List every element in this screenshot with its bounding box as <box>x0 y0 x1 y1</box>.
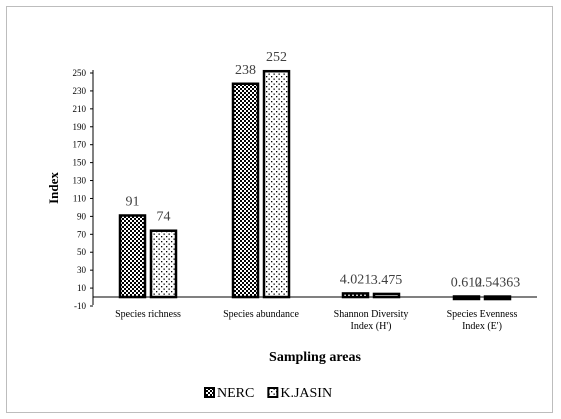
y-tick-label: 190 <box>73 122 87 132</box>
y-tick-label: 70 <box>77 229 87 239</box>
y-tick-label: 110 <box>73 193 87 203</box>
category-label: Index (H') <box>351 321 392 332</box>
y-axis-label: Index <box>46 172 61 204</box>
y-axis: -10 10 30 50 70 90 110 130 150 170 190 210 230 250 <box>73 68 94 311</box>
legend: NERC K.JASIN <box>204 386 332 401</box>
bar-k-jasin-1 <box>149 229 178 299</box>
data-label: 74 <box>157 210 171 225</box>
bar-nerc-3 <box>341 292 370 299</box>
data-label: 0.54363 <box>475 276 521 291</box>
category-label: Species abundance <box>223 309 299 320</box>
y-tick-label: 170 <box>73 140 87 150</box>
y-tick-label: 210 <box>73 104 87 114</box>
data-label: 238 <box>235 63 256 78</box>
category-label: Species richness <box>115 309 181 320</box>
legend-swatch-nerc <box>204 387 215 398</box>
bars <box>118 69 512 301</box>
y-tick-label: 50 <box>77 247 87 257</box>
data-label: 3.475 <box>371 273 403 288</box>
y-tick-label: 230 <box>73 86 87 96</box>
data-label: 252 <box>266 50 287 65</box>
data-label: 0.612 <box>451 275 483 290</box>
y-tick-label: 30 <box>77 265 87 275</box>
bar-k-jasin-3 <box>372 292 401 299</box>
bar-k-jasin-2 <box>262 69 291 299</box>
category-label: Species Evenness <box>447 309 518 320</box>
bar-nerc-4 <box>452 295 481 301</box>
category-label: Shannon Diversity <box>334 309 409 320</box>
bar-k-jasin-4 <box>483 295 512 301</box>
x-axis-label: Sampling areas <box>269 350 361 365</box>
legend-label-nerc: NERC <box>217 386 254 401</box>
bar-nerc-2 <box>231 82 260 299</box>
data-label: 91 <box>126 194 140 209</box>
y-tick-label: 150 <box>73 158 87 168</box>
y-tick-label: 250 <box>73 68 87 78</box>
y-tick-label: -10 <box>74 301 86 311</box>
y-tick-label: 90 <box>77 211 87 221</box>
y-tick-label: 10 <box>77 283 87 293</box>
y-tick-label: 130 <box>73 176 87 186</box>
legend-swatch-k-jasin <box>267 387 279 398</box>
category-labels: Species richness Species abundance Shannon… <box>115 309 517 332</box>
bar-nerc-1 <box>118 214 147 299</box>
legend-label-k-jasin: K.JASIN <box>280 386 332 401</box>
category-label: Index (E') <box>462 321 502 332</box>
data-labels: 91 238 4.021 0.612 74 252 3.475 0.54363 <box>126 50 521 290</box>
data-label: 4.021 <box>340 272 372 287</box>
